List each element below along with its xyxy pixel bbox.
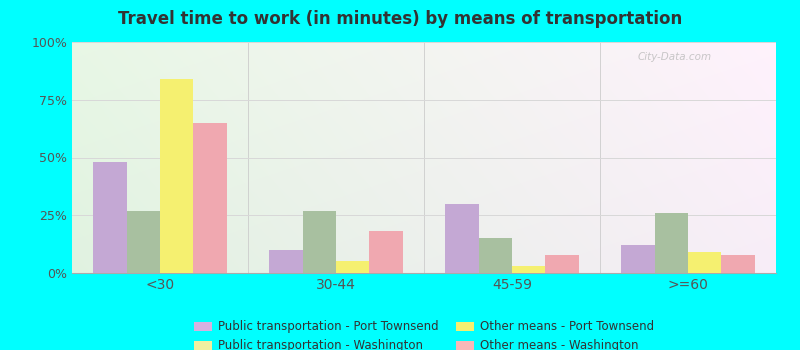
Bar xyxy=(722,254,755,273)
Bar xyxy=(512,266,546,273)
Bar xyxy=(160,79,194,273)
Bar xyxy=(126,211,160,273)
Text: City-Data.com: City-Data.com xyxy=(638,52,712,63)
Bar xyxy=(688,252,722,273)
Bar xyxy=(445,204,478,273)
Bar xyxy=(336,261,370,273)
Bar xyxy=(546,254,579,273)
Bar xyxy=(194,123,227,273)
Bar xyxy=(654,213,688,273)
Legend: Public transportation - Port Townsend, Public transportation - Washington, Other: Public transportation - Port Townsend, P… xyxy=(194,321,654,350)
Bar xyxy=(478,238,512,273)
Bar xyxy=(621,245,654,273)
Bar xyxy=(269,250,302,273)
Bar xyxy=(370,231,403,273)
Bar xyxy=(302,211,336,273)
Bar xyxy=(93,162,126,273)
Text: Travel time to work (in minutes) by means of transportation: Travel time to work (in minutes) by mean… xyxy=(118,10,682,28)
